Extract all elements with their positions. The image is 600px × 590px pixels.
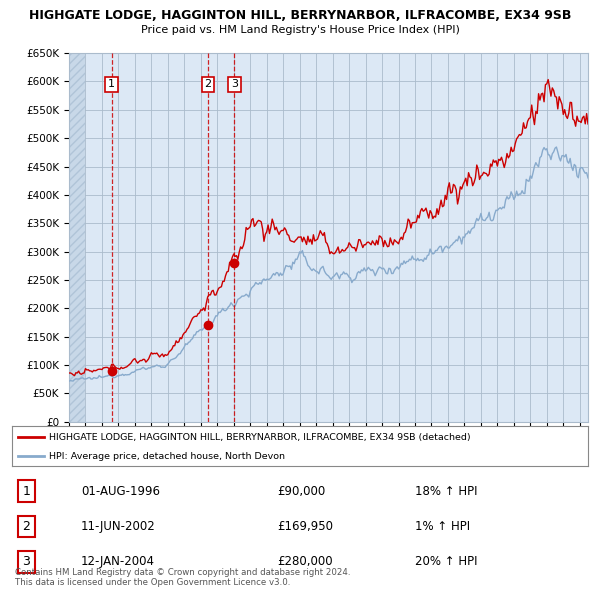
Text: HPI: Average price, detached house, North Devon: HPI: Average price, detached house, Nort… [49,451,286,461]
Text: 18% ↑ HPI: 18% ↑ HPI [415,484,478,498]
Text: 01-AUG-1996: 01-AUG-1996 [81,484,160,498]
Text: 1: 1 [108,79,115,89]
Text: 20% ↑ HPI: 20% ↑ HPI [415,555,478,569]
Text: 1: 1 [22,484,31,498]
Text: Contains HM Land Registry data © Crown copyright and database right 2024.
This d: Contains HM Land Registry data © Crown c… [15,568,350,587]
Text: 3: 3 [22,555,31,569]
Text: HIGHGATE LODGE, HAGGINTON HILL, BERRYNARBOR, ILFRACOMBE, EX34 9SB: HIGHGATE LODGE, HAGGINTON HILL, BERRYNAR… [29,9,571,22]
Text: 2: 2 [205,79,212,89]
Text: 12-JAN-2004: 12-JAN-2004 [81,555,155,569]
Text: 3: 3 [231,79,238,89]
Text: 1% ↑ HPI: 1% ↑ HPI [415,520,470,533]
Text: 2: 2 [22,520,31,533]
Text: £280,000: £280,000 [277,555,332,569]
Text: £169,950: £169,950 [277,520,333,533]
Text: £90,000: £90,000 [277,484,325,498]
Text: 11-JUN-2002: 11-JUN-2002 [81,520,156,533]
Bar [69,53,85,422]
Text: HIGHGATE LODGE, HAGGINTON HILL, BERRYNARBOR, ILFRACOMBE, EX34 9SB (detached): HIGHGATE LODGE, HAGGINTON HILL, BERRYNAR… [49,432,471,442]
Text: Price paid vs. HM Land Registry's House Price Index (HPI): Price paid vs. HM Land Registry's House … [140,25,460,35]
